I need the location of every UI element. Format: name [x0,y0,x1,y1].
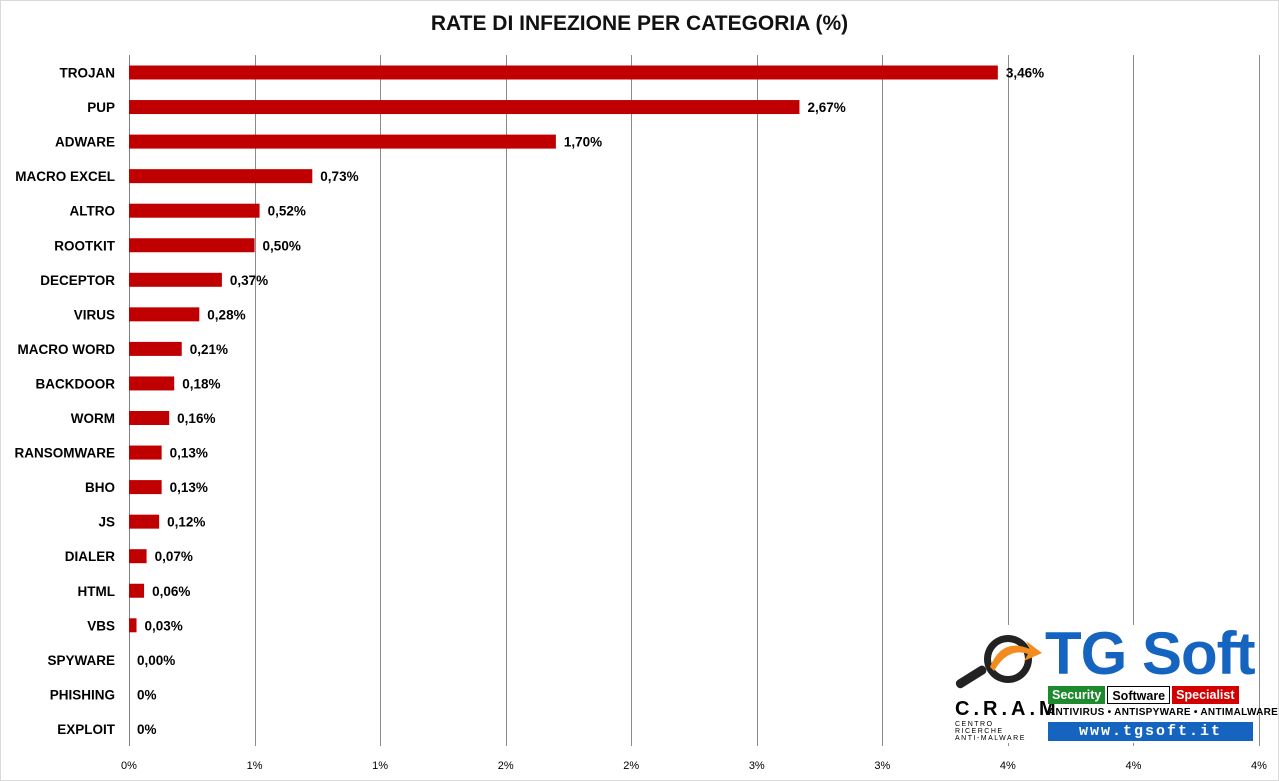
category-label: WORM [71,411,115,426]
bars-layer [129,65,998,633]
x-tick-label: 1% [247,760,263,772]
x-tick-label: 2% [623,760,639,772]
bar [129,169,313,184]
labels-layer: 0% 1% 1% 2% 2% 3% 3% 4% 4% 4% TROJAN 3,46% PUP 2,67% A… [15,66,1268,773]
category-label: DIALER [65,549,116,564]
x-tick-label: 2% [498,760,514,772]
value-label: 0,06% [152,584,190,599]
bar [129,238,255,253]
cram-sub-2: RICERCHE [955,728,1004,735]
value-label: 0,03% [145,618,183,633]
bar [129,134,556,149]
category-label: ADWARE [55,135,115,150]
value-label: 0,12% [167,515,205,530]
category-label: SPYWARE [47,653,115,668]
category-label: VBS [87,618,115,633]
value-label: 0,21% [190,342,228,357]
chart-title: RATE DI INFEZIONE PER CATEGORIA (%) [430,12,849,35]
bar [129,272,222,287]
category-label: HTML [78,584,116,599]
value-label: 0,07% [155,549,193,564]
brand-badges: Security Software Specialist [1048,686,1241,704]
bar [129,549,147,564]
badge-security: Security [1048,686,1106,704]
cram-text: C.R.A.M [955,698,1060,720]
x-tick-label: 3% [749,760,765,772]
cram-sub-1: CENTRO [955,721,994,728]
x-tick-label: 3% [874,760,890,772]
bar [129,583,145,598]
bar [129,203,260,218]
value-label: 1,70% [564,135,602,150]
brand-tagline: ANTIVIRUS • ANTISPYWARE • ANTIMALWARE [1048,707,1279,718]
category-label: MACRO EXCEL [15,169,115,184]
value-label: 3,46% [1006,66,1044,81]
category-label: JS [98,515,115,530]
bar [129,480,162,495]
category-label: RANSOMWARE [15,446,116,461]
value-label: 0,73% [320,169,358,184]
category-label: ROOTKIT [54,238,115,253]
bar [129,445,162,460]
bar [129,376,175,391]
x-tick-label: 4% [1000,760,1016,772]
x-tick-label: 1% [372,760,388,772]
bar [129,100,800,115]
bar [129,307,200,322]
category-label: BHO [85,480,115,495]
brand-url: www.tgsoft.it [1048,722,1253,741]
badge-software: Software [1107,686,1171,704]
value-label: 0,50% [263,238,301,253]
category-label: PHISHING [50,687,115,702]
cram-sub-3: ANTI-MALWARE [955,735,1026,742]
value-label: 0,28% [207,307,245,322]
value-label: 0% [137,687,157,702]
value-label: 0,16% [177,411,215,426]
brand-name: TG Soft [1045,620,1256,687]
value-label: 0,52% [268,204,306,219]
category-label: ALTRO [70,204,116,219]
value-label: 0,13% [170,446,208,461]
category-label: VIRUS [74,307,115,322]
cram-emblem-icon [955,635,1042,689]
bar [129,65,998,80]
value-label: 2,67% [807,100,845,115]
bar [129,618,137,633]
category-label: DECEPTOR [40,273,115,288]
category-label: EXPLOIT [57,722,116,737]
bar [129,411,170,425]
tg-soft-logo: C.R.A.M CENTRO RICERCHE ANTI-MALWARE TG … [950,620,1278,743]
cram-subtitle: CENTRO RICERCHE ANTI-MALWARE [955,721,1026,742]
value-label: 0,18% [182,376,220,391]
category-label: MACRO WORD [18,342,116,357]
value-label: 0,37% [230,273,268,288]
x-tick-label: 0% [121,760,137,772]
x-tick-label: 4% [1125,760,1141,772]
badge-specialist: Specialist [1172,686,1239,704]
bar [129,514,160,529]
bar [129,341,182,356]
x-tick-label: 4% [1251,760,1267,772]
category-label: BACKDOOR [36,376,116,391]
value-label: 0,13% [170,480,208,495]
category-label: PUP [87,100,115,115]
value-label: 0% [137,722,157,737]
value-label: 0,00% [137,653,175,668]
category-label: TROJAN [59,66,115,81]
